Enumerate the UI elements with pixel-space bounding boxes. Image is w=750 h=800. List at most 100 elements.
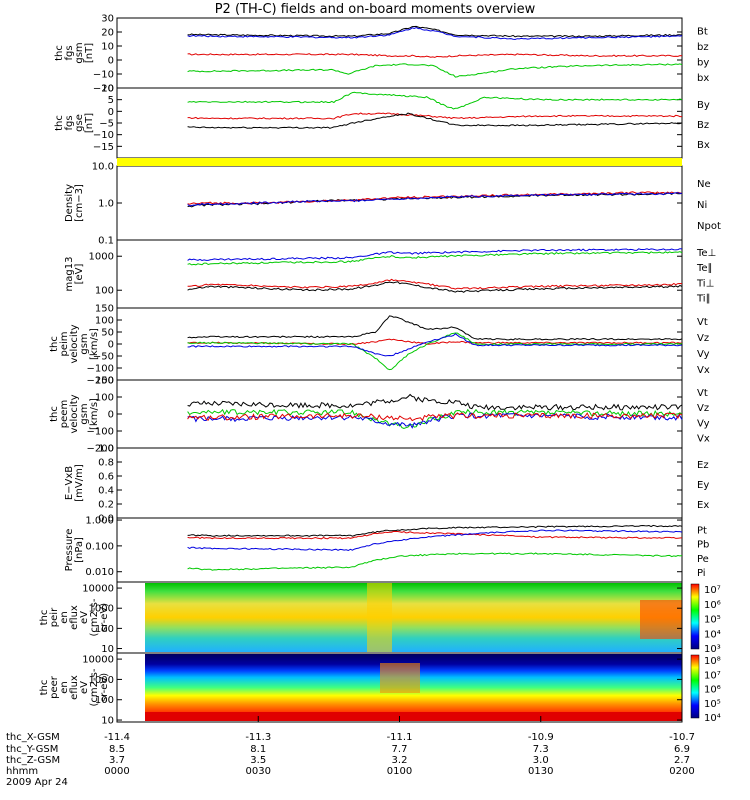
y-tick-label: 10 [101, 84, 114, 95]
page-title: P2 (TH-C) fields and on-board moments ov… [214, 2, 536, 17]
series-line [187, 524, 683, 537]
x-tick-label: 6.9 [674, 744, 690, 755]
y-tick-label: −200 [87, 444, 114, 455]
series-line [187, 412, 683, 429]
y-tick-label: 10 [101, 716, 114, 727]
colorbar-tick-label: 10⁷ [704, 585, 721, 596]
y-axis-label-line: thc [39, 610, 50, 626]
colorbar-9: 10⁸ 10⁷ 10⁶ 10⁵ 10⁴ [690, 654, 721, 724]
y-axis-label-line: fgs [64, 45, 75, 60]
y-tick-label: 100 [95, 316, 114, 327]
series-line [187, 25, 683, 38]
spectrogram-8 [145, 583, 682, 652]
y-tick-label: 0 [108, 410, 114, 421]
spectrogram-feature [380, 663, 420, 693]
series-line [187, 552, 683, 571]
y-axis-label-line: thc [39, 680, 50, 696]
x-tick-label: -11.3 [245, 732, 271, 743]
x-axis-row-label: hhmm [6, 766, 38, 777]
x-tick-label: 0000 [104, 766, 129, 777]
panel-frame [116, 379, 683, 449]
y-tick-label: 0.100 [85, 541, 114, 552]
y-tick-label: 0.8 [98, 458, 114, 469]
y-axis-label-line: gsm [74, 42, 85, 63]
y-tick-label: 0 [108, 56, 114, 67]
legend-entry: Pi [697, 568, 706, 579]
y-axis-label-line: [nT] [84, 43, 95, 63]
x-tick-label: 8.1 [250, 744, 266, 755]
legend-entry: Vy [697, 349, 710, 360]
legend-entry: bx [697, 73, 709, 84]
y-tick-label: 10000 [82, 584, 114, 595]
series-line [187, 27, 683, 41]
legend-entry: Ex [697, 500, 709, 511]
legend-entry: Te⊥ [696, 248, 716, 259]
legend-entry: Vz [697, 403, 709, 414]
x-axis-row-label: thc_X-GSM [6, 732, 60, 743]
y-axis-label: thcpeerenefluxeV(cm2-s-sr-eV) [39, 668, 110, 706]
y-axis-label-line: [nT] [84, 113, 95, 133]
series-line [187, 412, 683, 422]
y-axis-label-line: (cm2-s- [89, 598, 100, 636]
y-tick-label: 1.0 [98, 199, 114, 210]
y-tick-label: −15 [93, 142, 114, 153]
colorbar-tick-label: 10⁶ [704, 685, 721, 696]
colorbar-tick-label: 10³ [704, 644, 721, 655]
y-tick-label: 0 [108, 107, 114, 118]
y-axis-label-line: fgs [64, 115, 75, 130]
series-line [187, 248, 683, 262]
y-axis-label-line: sr-eV) [99, 673, 110, 702]
series-line [187, 408, 683, 430]
y-axis-label: thcpeirenefluxeV(cm2-s-sr-eV) [39, 598, 110, 636]
colorbar-scale [690, 583, 700, 650]
y-axis-label: thcpeemvelocitygsm[km/s] [49, 394, 100, 433]
legend-entry: Pt [697, 525, 707, 536]
x-tick-label: 3.5 [250, 755, 266, 766]
legend-entry: Ni [697, 200, 707, 211]
y-axis-label-line: thc [49, 336, 60, 352]
legend-entry: by [697, 58, 709, 69]
legend-entry: bz [697, 42, 709, 53]
y-tick-label: 50 [101, 328, 114, 339]
legend-entry: Npot [697, 221, 721, 232]
colorbar-tick-label: 10⁴ [704, 713, 721, 724]
y-axis-label-line: thc [54, 115, 65, 131]
panel-frame [116, 87, 683, 159]
x-tick-label: -10.7 [669, 732, 695, 743]
panel-2: 10.0 1.0 0.1 Density[cm−3] Ne Ni Npot [64, 162, 721, 247]
y-axis-label-line: [km/s] [89, 328, 100, 360]
x-axis-row-label: thc_Z-GSM [6, 755, 60, 766]
colorbar-tick-label: 10⁵ [704, 699, 721, 710]
y-tick-label: 1000 [89, 252, 114, 263]
x-tick-label: 7.3 [533, 744, 549, 755]
legend-entry: Vx [697, 365, 710, 376]
y-tick-label: 5 [108, 95, 114, 106]
y-axis-label-line: eflux [69, 605, 80, 630]
x-tick-label: 3.7 [109, 755, 125, 766]
legend-entry: Te∥ [696, 263, 713, 274]
colorbar-tick-label: 10⁸ [704, 656, 721, 667]
legend-entry: Ti∥ [696, 293, 711, 304]
colorbar-tick-label: 10⁷ [704, 670, 721, 681]
series-line [187, 281, 683, 293]
series-line [187, 63, 683, 78]
legend-entry: Vy [697, 418, 710, 429]
x-tick-label: 0100 [387, 766, 412, 777]
legend-entry: Vt [697, 317, 708, 328]
x-tick-label: 0030 [246, 766, 271, 777]
y-axis-label-line: thc [54, 45, 65, 61]
legend-entry: Bx [697, 140, 710, 151]
y-axis-label-line: velocity [69, 324, 80, 363]
colorbar-tick-label: 10⁵ [704, 615, 721, 626]
y-axis-label-line: [cm−3] [74, 184, 85, 222]
y-tick-label: 10 [101, 644, 114, 655]
y-tick-label: 100 [95, 624, 114, 635]
y-axis-label-line: thc [49, 406, 60, 422]
y-axis-label-line: Density [64, 184, 75, 222]
y-tick-label: 0 [108, 340, 114, 351]
legend-entry: Ey [697, 480, 709, 491]
y-tick-label: 20 [101, 28, 114, 39]
x-tick-label: 3.0 [533, 755, 549, 766]
